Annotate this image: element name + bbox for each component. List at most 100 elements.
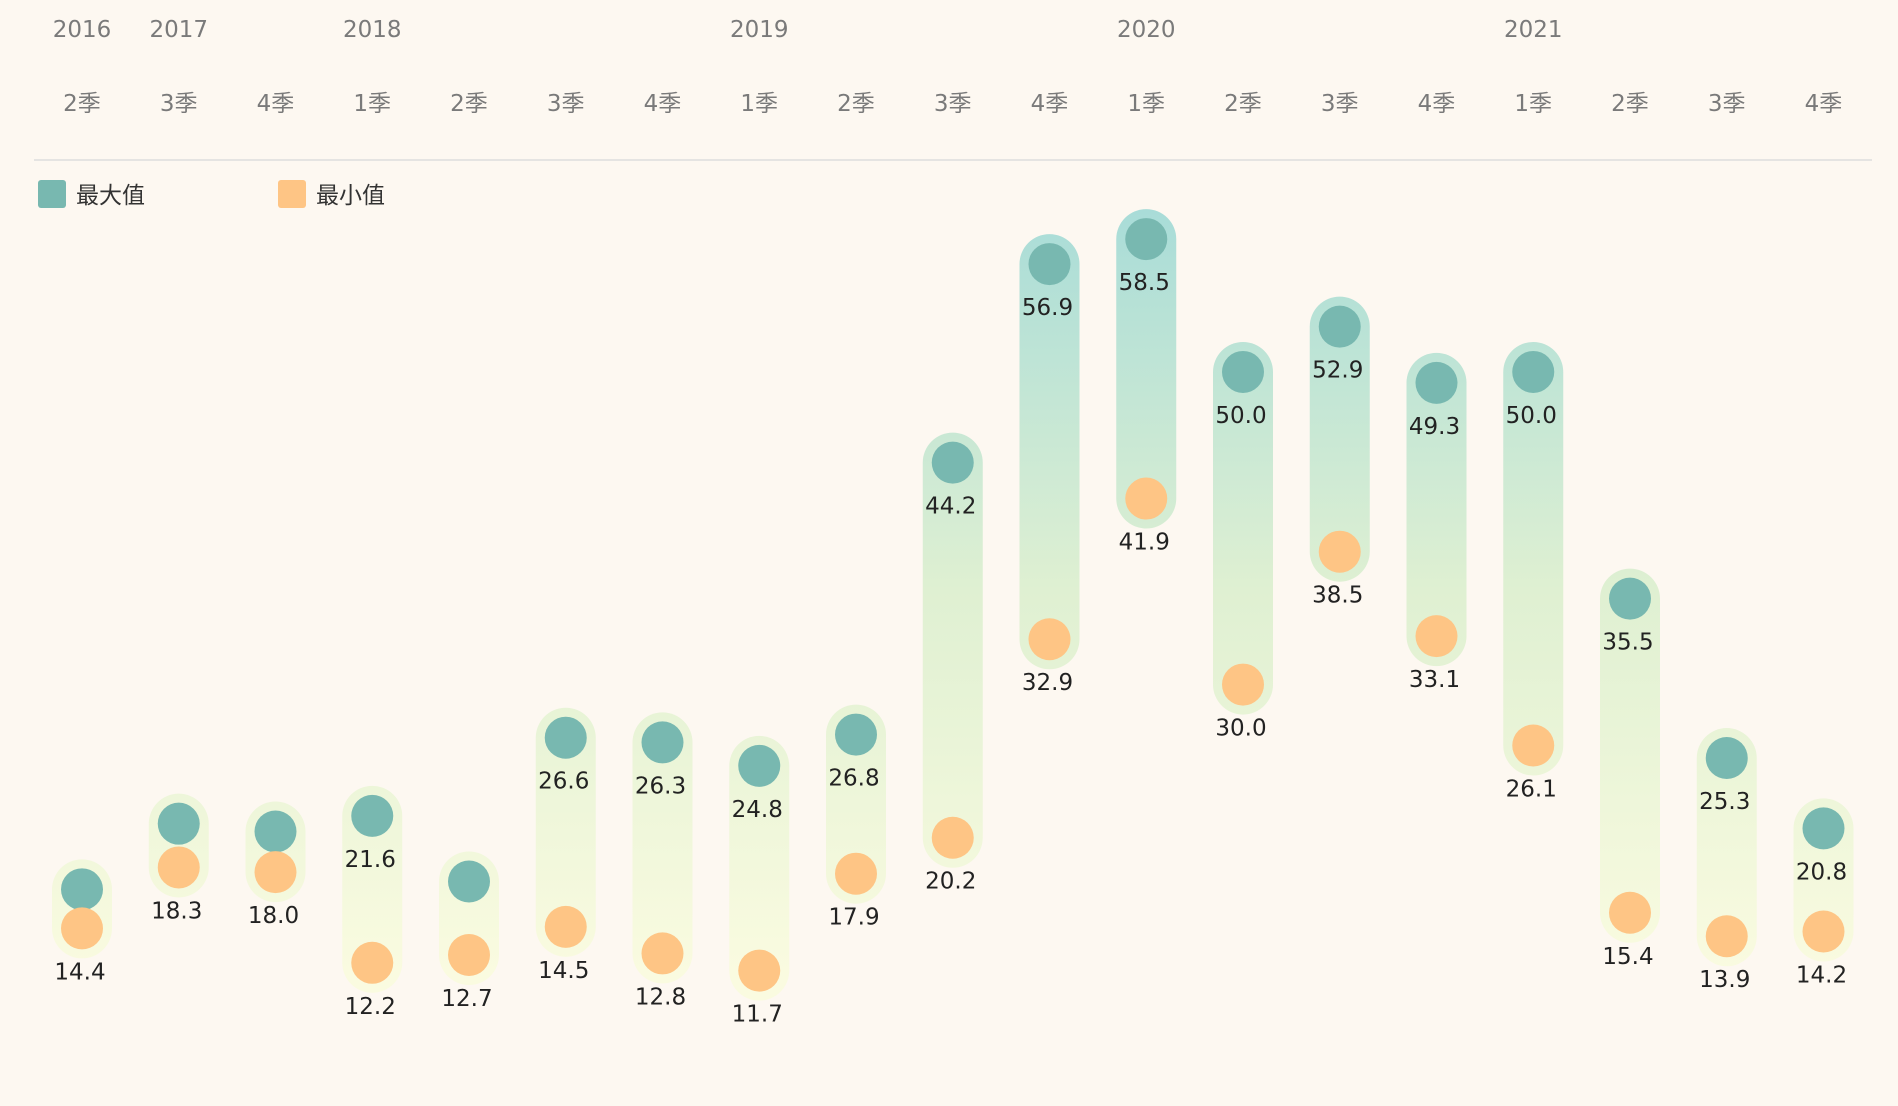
legend-swatch-max xyxy=(38,180,66,208)
max-point xyxy=(1802,807,1845,850)
quarter-label: 3季 xyxy=(934,91,972,117)
range-bar xyxy=(922,432,983,868)
range-bar xyxy=(1019,234,1080,670)
year-label: 2020 xyxy=(1117,17,1176,43)
max-point xyxy=(1028,243,1071,286)
quarter-label: 2季 xyxy=(63,91,101,117)
max-value-label: 58.5 xyxy=(1119,270,1170,296)
max-point xyxy=(931,441,974,484)
max-point xyxy=(448,860,490,903)
min-value-label: 20.2 xyxy=(925,869,976,895)
quarter-axis: 2季 3季 4季 1季 2季 3季 4季 1季 2季 3季 4季 1季 2季 3季 4季 1季 2季 3季 4季 xyxy=(63,91,1842,117)
legend-item-max: 最大值 xyxy=(38,180,145,209)
min-value-label: 14.4 xyxy=(54,959,105,985)
range-bar xyxy=(729,735,790,1001)
max-value-label: 44.2 xyxy=(925,494,976,520)
min-point xyxy=(1318,530,1361,573)
range-bar xyxy=(1406,352,1467,667)
range-bar xyxy=(535,707,596,957)
quarter-label: 4季 xyxy=(1031,91,1069,117)
range-bar xyxy=(632,712,693,984)
min-value-label: 11.7 xyxy=(732,1002,783,1028)
min-value-label: 30.0 xyxy=(1215,716,1266,742)
max-point xyxy=(738,744,781,787)
legend-item-min: 最小值 xyxy=(278,180,385,209)
range-bar xyxy=(826,704,886,904)
max-point xyxy=(61,868,103,911)
min-value-label: 41.9 xyxy=(1119,530,1170,556)
legend-swatch-min xyxy=(278,180,306,208)
min-value-label: 15.4 xyxy=(1602,944,1653,970)
max-point xyxy=(1222,350,1264,393)
max-point xyxy=(1125,218,1168,261)
quarter-label: 1季 xyxy=(1514,91,1552,117)
quarter-label: 1季 xyxy=(1127,91,1165,117)
max-value-label: 50.0 xyxy=(1506,403,1557,429)
quarter-label: 1季 xyxy=(740,91,778,117)
max-point xyxy=(1415,361,1458,404)
min-point xyxy=(1705,915,1748,958)
quarter-label: 2季 xyxy=(1224,91,1262,117)
max-value-label: 56.9 xyxy=(1022,295,1073,321)
max-point xyxy=(544,716,587,759)
max-point xyxy=(1609,577,1651,620)
max-point xyxy=(254,810,297,853)
min-value-label: 12.2 xyxy=(345,994,396,1020)
min-point xyxy=(1125,477,1168,520)
min-point xyxy=(254,851,297,894)
max-point xyxy=(835,713,877,756)
min-value-label: 18.3 xyxy=(151,898,202,924)
range-bar xyxy=(1696,728,1757,967)
min-value-label: 18.0 xyxy=(248,903,299,929)
quarter-label: 4季 xyxy=(257,91,295,117)
quarter-label: 3季 xyxy=(1708,91,1746,117)
quarter-label: 2季 xyxy=(837,91,875,117)
max-value-label: 35.5 xyxy=(1602,630,1653,656)
range-bar xyxy=(342,785,403,993)
max-value-label: 26.3 xyxy=(635,773,686,799)
range-bar xyxy=(1213,341,1273,715)
range-bar xyxy=(1503,341,1564,776)
max-value-label: 21.6 xyxy=(345,847,396,873)
max-value-label: 25.3 xyxy=(1699,789,1750,815)
min-value-label: 13.9 xyxy=(1699,967,1750,993)
max-value-label: 52.9 xyxy=(1312,358,1363,384)
min-value-label: 26.1 xyxy=(1506,777,1557,803)
range-bar xyxy=(1309,296,1370,582)
min-point xyxy=(544,905,587,948)
max-point xyxy=(1318,305,1361,348)
quarter-label: 2季 xyxy=(450,91,488,117)
max-value-label: 49.3 xyxy=(1409,414,1460,440)
quarter-label: 1季 xyxy=(353,91,391,117)
min-point xyxy=(157,846,200,889)
quarter-label: 4季 xyxy=(1805,91,1843,117)
min-point xyxy=(1609,891,1651,934)
max-value-label: 24.8 xyxy=(732,797,783,823)
quarter-label: 3季 xyxy=(1321,91,1359,117)
min-point xyxy=(1802,910,1845,953)
range-bar xyxy=(1600,568,1660,943)
legend-label-max: 最大值 xyxy=(76,183,145,209)
min-value-label: 17.9 xyxy=(828,905,879,931)
quarter-label: 4季 xyxy=(644,91,682,117)
year-axis: 2016 2017 2018 2019 2020 2021 xyxy=(53,17,1563,43)
min-point xyxy=(1222,663,1264,706)
data-points xyxy=(61,218,1845,992)
min-point xyxy=(931,816,974,859)
min-value-label: 12.8 xyxy=(635,984,686,1010)
min-point xyxy=(351,941,394,984)
min-point xyxy=(1415,615,1458,658)
quarter-label: 4季 xyxy=(1418,91,1456,117)
min-value-label: 14.5 xyxy=(538,958,589,984)
max-value-label: 26.8 xyxy=(828,766,879,792)
year-label: 2018 xyxy=(343,17,402,43)
quarter-label: 3季 xyxy=(547,91,585,117)
max-point xyxy=(1512,350,1555,393)
max-value-label: 20.8 xyxy=(1796,859,1847,885)
legend-label-min: 最小值 xyxy=(316,183,385,209)
min-point xyxy=(448,933,490,976)
max-value-label: 26.6 xyxy=(538,769,589,795)
range-bars xyxy=(52,209,1854,1001)
min-value-label: 12.7 xyxy=(441,986,492,1012)
min-value-label: 32.9 xyxy=(1022,670,1073,696)
